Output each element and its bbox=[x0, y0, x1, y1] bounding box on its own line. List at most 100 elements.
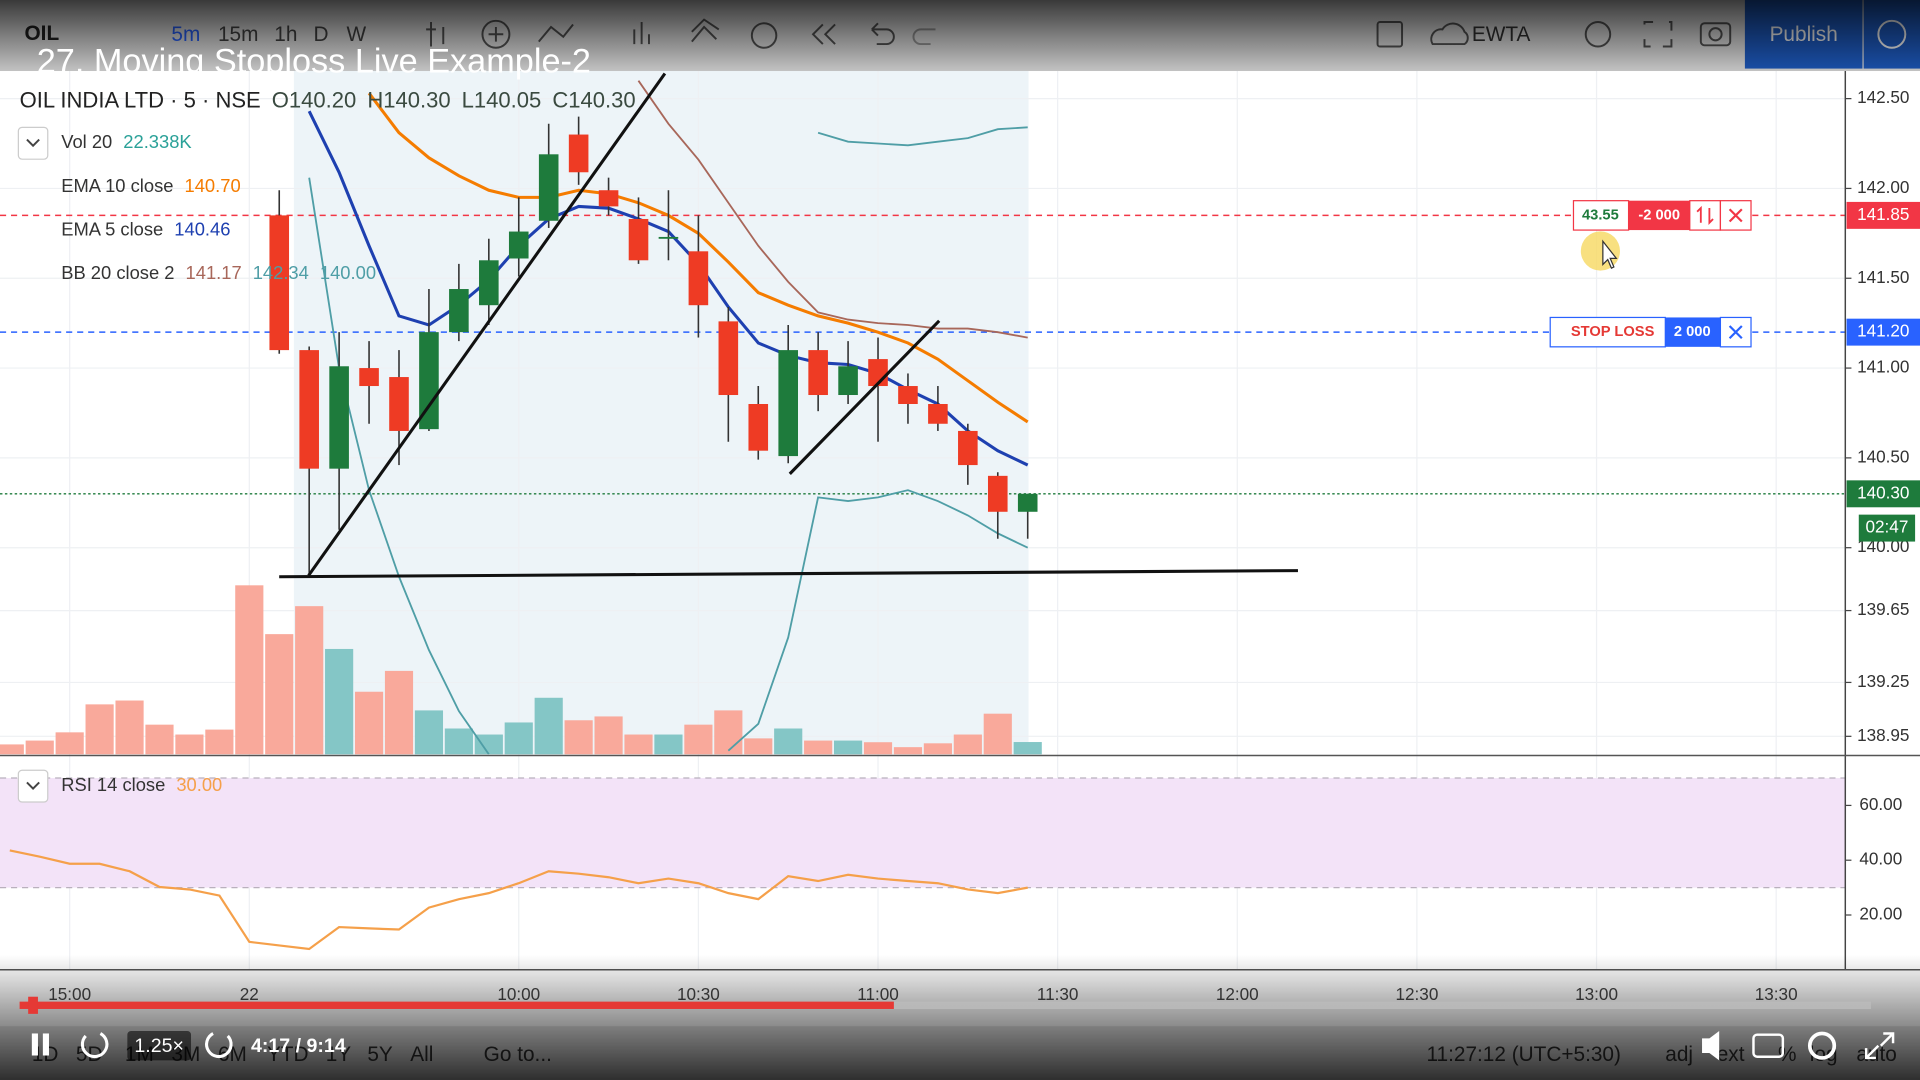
speed[interactable]: 1.25× bbox=[134, 1035, 184, 1057]
volume-bar bbox=[624, 734, 653, 755]
y-tick-label: 139.25 bbox=[1857, 671, 1909, 691]
volume-bar bbox=[893, 747, 923, 755]
volume-bar bbox=[25, 740, 54, 755]
candle-body bbox=[628, 218, 649, 261]
candle-body bbox=[658, 236, 679, 239]
order-profit-box bbox=[1572, 200, 1630, 231]
settings-icon[interactable] bbox=[1807, 1031, 1837, 1060]
volume-layer bbox=[0, 585, 1042, 755]
price-label: 141.85 bbox=[1857, 204, 1909, 224]
volume-bar bbox=[564, 720, 593, 755]
y-tick-label: 142.50 bbox=[1857, 87, 1909, 107]
video-controls: 1.25× 4:17 / 9:14 bbox=[31, 1031, 1895, 1061]
candle-body bbox=[958, 430, 978, 466]
candle-body bbox=[299, 350, 319, 469]
volume-bar bbox=[325, 648, 354, 755]
volume-bar bbox=[863, 742, 893, 755]
drawings bbox=[279, 72, 1298, 579]
reverse-button[interactable] bbox=[1689, 200, 1722, 231]
candle-body bbox=[598, 190, 619, 207]
order-qty-box bbox=[1665, 317, 1721, 347]
rsi-band-layer bbox=[0, 777, 1846, 889]
candle-body bbox=[389, 377, 409, 431]
collapse-button[interactable] bbox=[17, 769, 49, 803]
order-type: STOP LOSS bbox=[1571, 324, 1655, 340]
candle-body bbox=[479, 260, 499, 306]
order-qty-box bbox=[1628, 200, 1690, 231]
volume-bar bbox=[235, 585, 264, 755]
video-bottom-shade bbox=[0, 955, 1920, 1080]
y-tick-label: 142.00 bbox=[1857, 177, 1909, 197]
volume-bar bbox=[684, 724, 713, 755]
video-top-shade bbox=[0, 0, 1920, 72]
speed-box[interactable] bbox=[127, 1031, 192, 1061]
rsi-layer bbox=[9, 849, 1028, 951]
order-layer: 141.85 43.55 -2 000 141.20 STOP LOSS 2 000 140… bbox=[1549, 200, 1920, 542]
volume-bar bbox=[354, 691, 384, 755]
candle-body bbox=[419, 332, 439, 430]
legend-text: 142.34 bbox=[253, 262, 309, 283]
candle-body bbox=[538, 154, 559, 221]
countdown-box bbox=[1858, 514, 1916, 542]
forward-icon[interactable] bbox=[205, 1032, 233, 1059]
candle-body bbox=[898, 386, 918, 404]
volume-bar bbox=[1013, 742, 1042, 755]
volume-bar bbox=[414, 710, 444, 755]
volume-bar bbox=[923, 743, 952, 755]
trend-line bbox=[307, 72, 667, 577]
candle-body bbox=[449, 289, 469, 333]
y-tick-label: 141.00 bbox=[1857, 357, 1909, 377]
volume-bar bbox=[534, 697, 563, 755]
legend-text: EMA 10 close bbox=[61, 175, 173, 196]
collapse-button[interactable] bbox=[17, 126, 49, 160]
rewind-icon[interactable] bbox=[80, 1032, 109, 1059]
pause-bar[interactable] bbox=[31, 1033, 38, 1056]
volume-bar bbox=[774, 728, 803, 755]
close-icon[interactable] bbox=[1728, 325, 1743, 340]
chevron bbox=[26, 138, 40, 148]
progress-track[interactable] bbox=[19, 1001, 1872, 1009]
candle-body bbox=[359, 368, 379, 387]
rsi-tick-label: 60.00 bbox=[1859, 794, 1902, 814]
rsi-band bbox=[0, 778, 1846, 888]
chevron bbox=[26, 781, 40, 790]
volume-bar bbox=[85, 704, 114, 755]
cc-icon[interactable] bbox=[1752, 1033, 1785, 1058]
volume-bar bbox=[953, 734, 982, 755]
volume-bar bbox=[804, 740, 833, 755]
cursor-highlight bbox=[1580, 231, 1620, 271]
countdown: 02:47 bbox=[1866, 517, 1909, 537]
price-label-box bbox=[1846, 201, 1920, 229]
legend-text: C140.30 bbox=[552, 87, 635, 112]
candle-body bbox=[808, 350, 828, 396]
volume-bar bbox=[115, 700, 144, 755]
legend-text: 140.70 bbox=[185, 175, 241, 196]
candle-body bbox=[928, 403, 948, 424]
candle-body bbox=[688, 251, 709, 306]
y-tick-label: 138.95 bbox=[1857, 725, 1909, 745]
exit-fullscreen-icon[interactable] bbox=[1864, 1032, 1895, 1060]
price-label-box bbox=[1846, 318, 1920, 346]
volume-bar bbox=[295, 606, 324, 755]
pause-bar[interactable] bbox=[42, 1033, 49, 1056]
volume-bar bbox=[444, 728, 473, 755]
legend-layer: OIL INDIA LTD · 5 · NSE O140.20 H140.30 L14… bbox=[17, 87, 636, 803]
legend-text: 30.00 bbox=[176, 774, 222, 795]
rsi-tick-label: 20.00 bbox=[1859, 904, 1902, 924]
reverse-icon[interactable] bbox=[1696, 205, 1714, 225]
volume-bar bbox=[205, 729, 234, 755]
progress-knob[interactable] bbox=[28, 996, 38, 1014]
order-profit: 43.55 bbox=[1582, 207, 1619, 223]
legend-text: O140.20 bbox=[272, 87, 357, 112]
volume-bar bbox=[594, 716, 623, 755]
close-icon[interactable] bbox=[1728, 208, 1743, 223]
volume-bar bbox=[55, 732, 84, 755]
candle-body bbox=[778, 350, 798, 457]
volume-bar bbox=[744, 738, 773, 755]
support-line bbox=[279, 569, 1298, 579]
legend-text: Vol 20 bbox=[61, 131, 112, 152]
price-label-box bbox=[1846, 480, 1920, 508]
legend-text: H140.30 bbox=[367, 87, 450, 112]
